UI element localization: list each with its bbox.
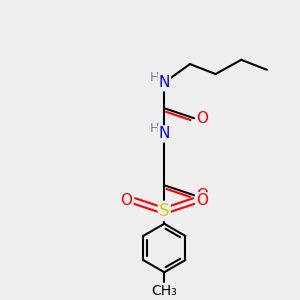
Text: S: S (159, 202, 169, 220)
Text: N: N (159, 75, 170, 90)
Text: H: H (150, 122, 159, 135)
Text: O: O (196, 194, 208, 208)
Text: O: O (196, 188, 208, 203)
Text: O: O (120, 194, 132, 208)
Text: N: N (159, 126, 170, 141)
Text: CH₃: CH₃ (152, 284, 177, 298)
Text: O: O (196, 111, 208, 126)
Text: H: H (150, 71, 159, 84)
